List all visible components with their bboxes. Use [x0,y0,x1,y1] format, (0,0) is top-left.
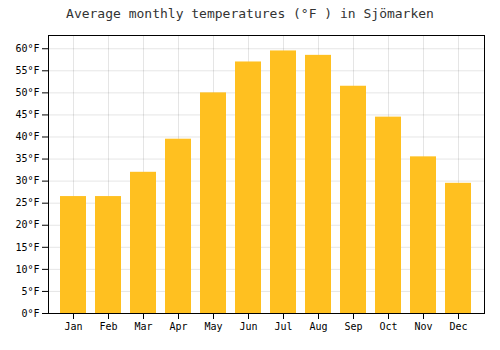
svg-text:60°F: 60°F [15,43,39,54]
svg-text:55°F: 55°F [15,65,39,76]
svg-text:Dec: Dec [449,321,467,332]
svg-text:May: May [204,321,222,332]
svg-text:5°F: 5°F [21,286,39,297]
svg-text:25°F: 25°F [15,197,39,208]
svg-text:Aug: Aug [309,321,327,332]
svg-text:40°F: 40°F [15,131,39,142]
svg-text:20°F: 20°F [15,219,39,230]
svg-text:Apr: Apr [169,321,187,332]
svg-text:Oct: Oct [379,321,397,332]
svg-text:30°F: 30°F [15,175,39,186]
svg-text:50°F: 50°F [15,87,39,98]
svg-text:Sep: Sep [344,321,362,332]
svg-text:15°F: 15°F [15,242,39,253]
svg-text:Jun: Jun [239,321,257,332]
svg-text:Jan: Jan [64,321,82,332]
svg-text:Mar: Mar [134,321,152,332]
svg-text:45°F: 45°F [15,109,39,120]
svg-text:Nov: Nov [414,321,432,332]
svg-text:Feb: Feb [99,321,117,332]
svg-text:35°F: 35°F [15,153,39,164]
svg-text:10°F: 10°F [15,264,39,275]
svg-text:Jul: Jul [274,321,292,332]
svg-text:0°F: 0°F [21,308,39,319]
html-text:Average monthly temperatures (: Average monthly temperatures (°F ) in Sj… [66,6,434,21]
